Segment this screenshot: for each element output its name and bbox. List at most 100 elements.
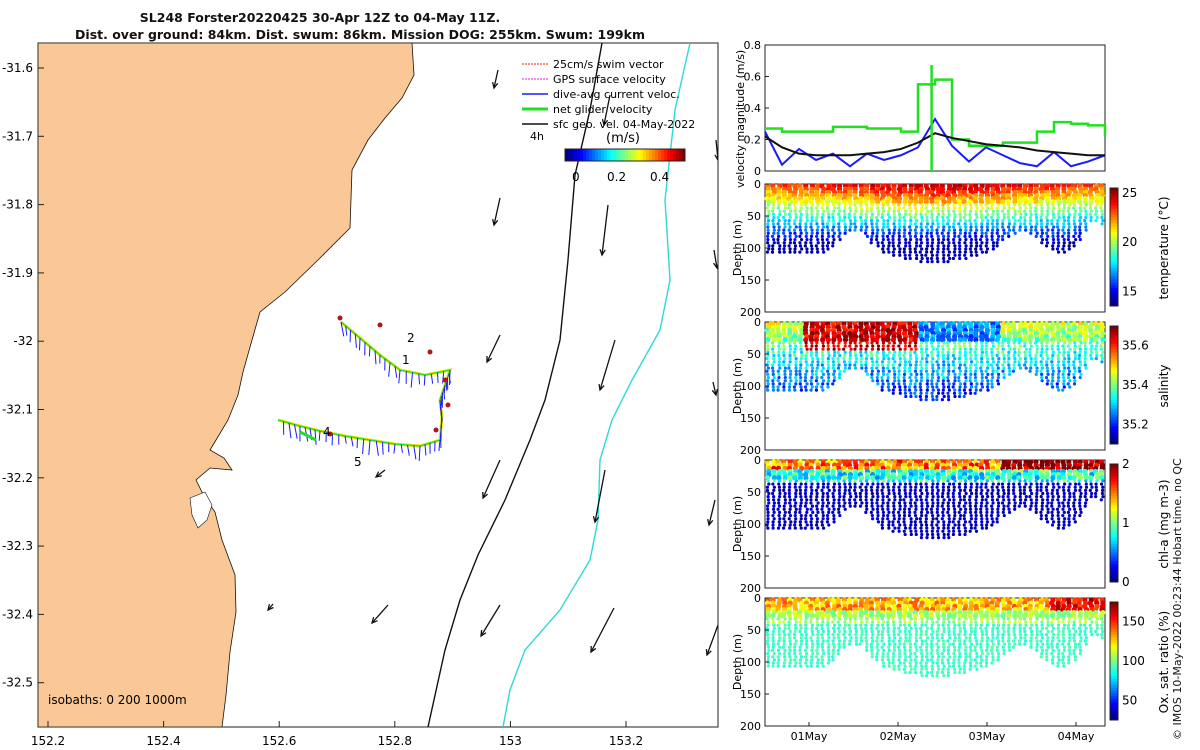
profile-point [859,360,863,364]
colorbar-segment [1110,390,1118,395]
profile-point [936,341,941,345]
profile-point [765,639,770,643]
profile-point [892,366,896,370]
profile-point [777,504,782,508]
profile-point [869,613,875,619]
profile-point [1061,234,1065,238]
profile-point [903,523,907,527]
profile-point [797,337,803,343]
profile-point [860,482,864,486]
profile-point [920,639,924,643]
profile-point [1051,231,1055,235]
profile-point [848,629,852,634]
profile-point [1084,203,1088,207]
profile-point [859,623,863,627]
profile-point [771,222,775,226]
profile-point [766,375,770,380]
profile-point [1057,517,1061,521]
profile-point [953,244,957,248]
profile-point [1100,488,1105,492]
profile-point [827,507,831,511]
profile-point [858,642,862,646]
profile-point [854,353,858,358]
profile-point [1089,353,1093,358]
profile-point [859,639,864,643]
profile-point [1023,222,1027,226]
profile-point [946,479,950,483]
geo-vector-head [705,648,712,657]
profile-point [952,222,956,226]
profile-point [936,617,941,621]
profile-point [870,341,874,345]
profile-point [871,379,875,383]
profile-point [1039,225,1044,229]
profile-point [842,498,846,502]
profile-point [1044,513,1048,518]
profile-point [913,369,918,373]
profile-point [913,475,919,481]
profile-point [783,501,787,505]
profile-point [974,388,978,392]
profile-point [788,360,792,364]
profile-point [898,523,902,527]
profile-point [1028,203,1032,207]
profile-point [880,212,885,216]
profile-point [1066,337,1073,343]
profile-point [1072,366,1077,370]
profile-point [787,664,791,668]
dive-avg-vector [340,321,345,337]
colorbar-segment [1110,549,1118,553]
profile-point [1024,212,1028,216]
profile-point [1100,341,1105,345]
profile-point [799,504,803,508]
profile-point [952,391,957,395]
profile-point [827,234,831,238]
profile-point [880,488,884,492]
profile-point [1072,241,1076,245]
profile-point [929,209,933,213]
profile-point [1056,379,1060,383]
depth-ylabel: Depth (m) [731,220,744,276]
profile-point [766,645,771,649]
profile-point [930,203,935,207]
profile-point [1023,215,1027,220]
map-cbar-segment [652,149,656,161]
profile-point [830,199,836,205]
profile-point [805,350,809,354]
profile-point [783,222,787,226]
profile-point [1084,225,1088,229]
profile-point [852,475,859,481]
profile-point [1051,507,1055,511]
profile-point [832,225,836,229]
profile-point [990,206,994,210]
profile-point [1019,215,1023,220]
profile-point [859,620,864,624]
map-cbar-segment [592,149,596,161]
profile-point [1082,199,1088,205]
profile-point [881,495,885,499]
dive-avg-vector [410,372,413,388]
profile-point [996,504,1001,508]
profile-point [1056,353,1060,358]
profile-point [814,498,818,502]
profile-point [919,670,923,675]
colorbar-segment [1110,238,1118,242]
profile-point [1029,219,1033,223]
profile-point [816,237,820,242]
profile-point [1056,357,1061,361]
profile-point [777,626,781,630]
profile-point [1062,379,1066,383]
profile-point [925,247,929,251]
profile-point [815,617,819,621]
colorbar-segment [1110,505,1118,509]
profile-point [837,488,841,492]
profile-point [804,372,808,376]
geo-vector [375,469,386,478]
profile-point [1057,203,1061,207]
profile-point [914,645,918,649]
profile-point [901,613,907,619]
profile-point [995,363,999,367]
profile-point [963,206,967,210]
profile-point [809,636,813,640]
profile-point [891,250,895,254]
